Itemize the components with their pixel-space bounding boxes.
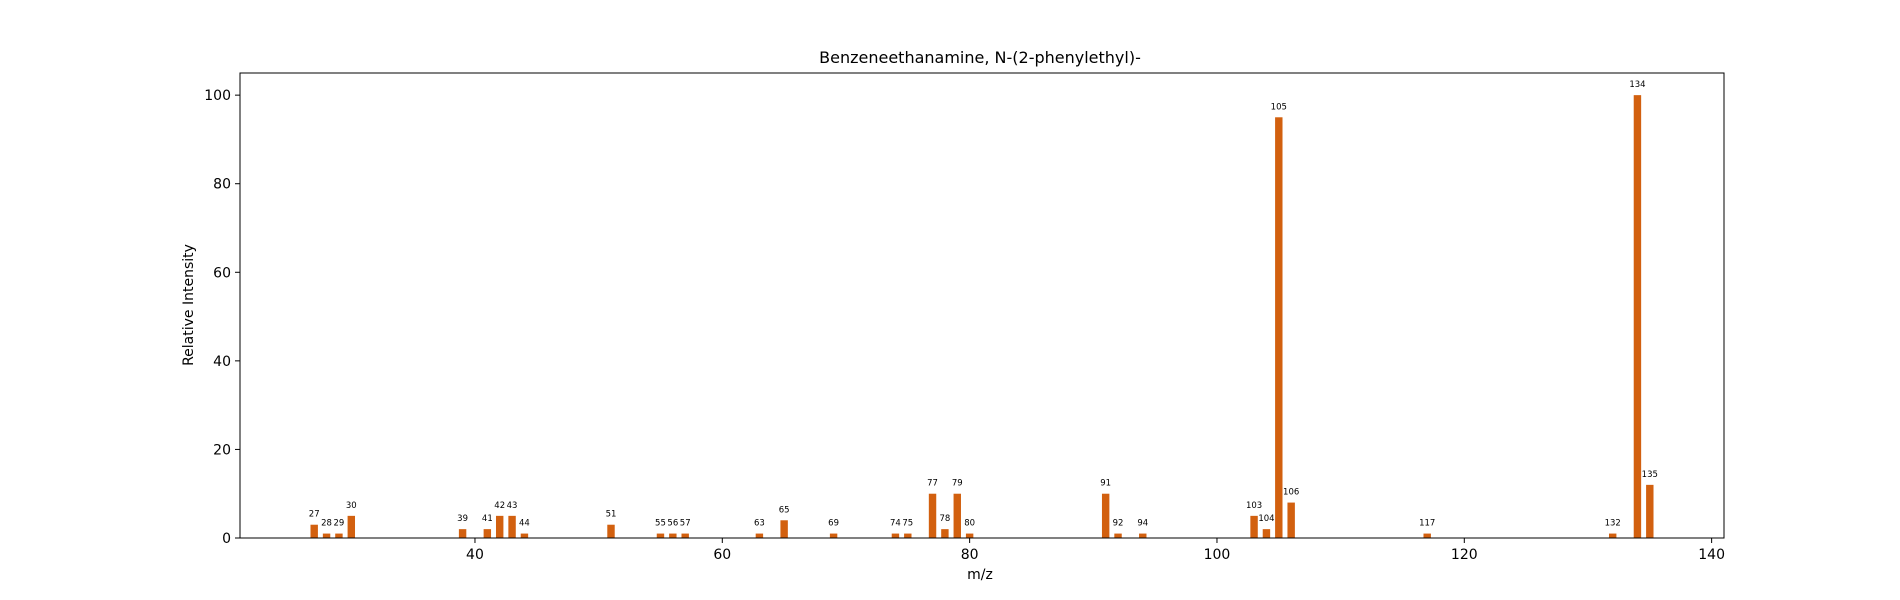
bar-label-mz-27: 27 [309, 510, 320, 520]
bar-label-mz-103: 103 [1246, 501, 1262, 511]
bar-label-mz-63: 63 [754, 519, 765, 529]
y-axis-ticks: 0 20 40 60 80 100 [204, 88, 240, 547]
bar-mz-30 [347, 515, 356, 538]
bar-mz-132 [1608, 533, 1617, 538]
bar-label-mz-104: 104 [1258, 514, 1274, 524]
bar-mz-27 [310, 524, 318, 538]
x-axis-ticks: 40 60 80 100 120 140 [466, 538, 1725, 563]
bar-mz-69 [829, 533, 838, 538]
bar-label-mz-29: 29 [334, 519, 345, 529]
bar-label-mz-56: 56 [667, 519, 678, 529]
bar-mz-65 [780, 520, 788, 538]
bar-mz-78 [941, 529, 949, 538]
bar-label-mz-78: 78 [939, 514, 950, 524]
y-tick-label: 100 [204, 88, 231, 104]
bar-label-mz-75: 75 [902, 519, 913, 529]
bar-mz-94 [1139, 533, 1147, 538]
bar-mz-41 [483, 529, 492, 538]
bar-mz-134 [1633, 95, 1642, 539]
bar-label-mz-69: 69 [828, 519, 839, 529]
bar-mz-44 [520, 533, 529, 538]
bar-label-mz-77: 77 [927, 479, 938, 489]
bar-label-mz-44: 44 [519, 519, 530, 529]
x-tick-label: 60 [713, 547, 731, 563]
bar-label-mz-134: 134 [1629, 80, 1645, 90]
bar-mz-74 [891, 533, 900, 538]
bar-mz-92 [1114, 533, 1122, 538]
bar-label-mz-30: 30 [346, 501, 357, 511]
bar-mz-77 [928, 493, 937, 538]
y-tick-label: 20 [213, 442, 231, 458]
bar-label-mz-92: 92 [1113, 519, 1124, 529]
bar-label-mz-41: 41 [482, 514, 493, 524]
bar-mz-42 [495, 515, 504, 538]
bar-label-mz-42: 42 [494, 501, 505, 511]
bar-label-mz-57: 57 [680, 519, 691, 529]
bar-label-mz-105: 105 [1271, 102, 1287, 112]
bar-mz-105 [1275, 117, 1283, 539]
x-tick-label: 40 [466, 547, 484, 563]
bar-mz-57 [681, 533, 689, 538]
y-tick-label: 40 [213, 354, 231, 370]
x-tick-label: 120 [1451, 547, 1478, 563]
bar-label-mz-55: 55 [655, 519, 666, 529]
bar-label-mz-28: 28 [321, 519, 332, 529]
bar-mz-55 [656, 533, 665, 538]
bar-mz-75 [904, 533, 912, 538]
bar-mz-43 [508, 515, 516, 538]
bar-label-mz-39: 39 [457, 514, 468, 524]
bar-mz-39 [458, 529, 467, 538]
bar-mz-135 [1646, 484, 1654, 538]
bars [310, 95, 1654, 539]
bar-label-mz-80: 80 [964, 519, 975, 529]
bar-label-mz-51: 51 [606, 510, 617, 520]
bar-mz-56 [669, 533, 677, 538]
bar-label-mz-79: 79 [952, 479, 963, 489]
bar-mz-80 [965, 533, 974, 538]
chart-title: Benzeneethanamine, N-(2-phenylethyl)- [819, 48, 1141, 67]
y-tick-label: 80 [213, 177, 231, 193]
bar-mz-51 [607, 524, 615, 538]
bar-mz-79 [953, 493, 961, 538]
bar-label-mz-117: 117 [1419, 519, 1435, 529]
x-tick-label: 80 [961, 547, 979, 563]
bar-mz-63 [755, 533, 764, 538]
y-tick-label: 0 [222, 531, 231, 547]
bar-label-mz-43: 43 [507, 501, 518, 511]
bar-label-mz-94: 94 [1137, 519, 1148, 529]
bar-label-mz-135: 135 [1642, 470, 1658, 480]
bar-mz-91 [1101, 493, 1110, 538]
bar-mz-117 [1423, 533, 1431, 538]
bar-mz-104 [1262, 529, 1271, 538]
bar-mz-28 [322, 533, 331, 538]
x-tick-label: 140 [1698, 547, 1725, 563]
bar-label-mz-106: 106 [1283, 488, 1299, 498]
axes-frame [239, 72, 1725, 539]
y-tick-label: 60 [213, 265, 231, 281]
bar-mz-29 [335, 533, 343, 538]
bar-label-mz-132: 132 [1605, 519, 1621, 529]
x-axis-label: m/z [967, 567, 993, 583]
bar-label-mz-65: 65 [779, 505, 790, 515]
bar-mz-106 [1287, 502, 1295, 538]
bar-mz-103 [1250, 515, 1258, 538]
bar-label-mz-74: 74 [890, 519, 901, 529]
x-tick-label: 100 [1204, 547, 1231, 563]
bar-label-mz-91: 91 [1100, 479, 1111, 489]
y-axis-label: Relative Intensity [181, 244, 197, 366]
